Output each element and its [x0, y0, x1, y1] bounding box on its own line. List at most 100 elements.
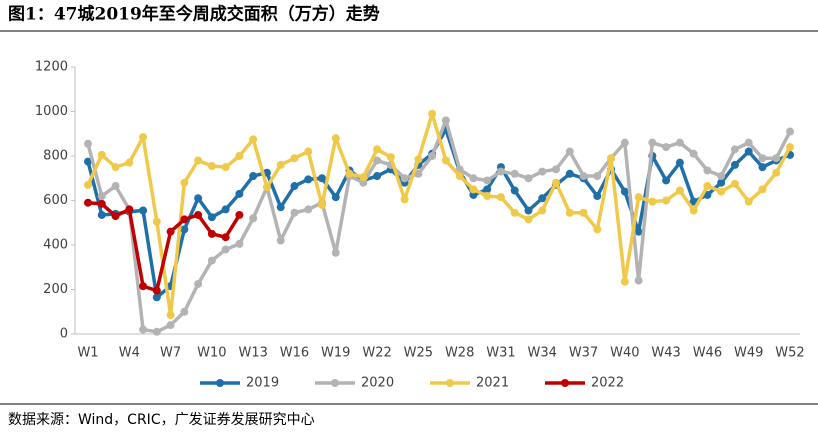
- point: [744, 138, 753, 147]
- point: [648, 197, 657, 206]
- point: [552, 178, 560, 187]
- x-tick-label: W1: [77, 346, 98, 361]
- point: [180, 215, 189, 224]
- point: [373, 172, 382, 181]
- point: [84, 180, 92, 189]
- point: [730, 145, 739, 154]
- point: [290, 208, 299, 217]
- point: [180, 178, 189, 187]
- legend-marker: [331, 379, 339, 387]
- point: [552, 165, 560, 174]
- point: [579, 172, 588, 181]
- point: [607, 154, 616, 163]
- point: [221, 205, 230, 214]
- x-tick-label: W13: [238, 346, 267, 361]
- point: [166, 321, 175, 330]
- point: [469, 190, 478, 199]
- point: [97, 150, 106, 159]
- point: [703, 182, 712, 191]
- point: [662, 176, 671, 185]
- point: [276, 160, 285, 169]
- point: [758, 154, 767, 163]
- point: [194, 194, 203, 203]
- point: [166, 311, 175, 320]
- point: [524, 206, 533, 215]
- legend-label: 2019: [246, 376, 279, 391]
- point: [207, 229, 216, 238]
- point: [579, 208, 588, 217]
- point: [125, 158, 134, 167]
- point: [428, 152, 437, 160]
- point: [744, 197, 753, 206]
- x-tick-label: W19: [321, 346, 350, 361]
- legend-label: 2022: [591, 376, 624, 391]
- point: [496, 167, 505, 176]
- point: [345, 169, 354, 178]
- point: [139, 325, 148, 334]
- x-tick-label: W37: [569, 346, 598, 361]
- point: [786, 127, 794, 136]
- point: [276, 236, 285, 245]
- point: [744, 147, 753, 156]
- point: [758, 185, 767, 194]
- point: [538, 194, 547, 203]
- point: [359, 178, 368, 187]
- point: [139, 206, 148, 215]
- point: [235, 210, 244, 219]
- y-tick-label: 400: [43, 238, 68, 253]
- point: [207, 256, 216, 265]
- point: [180, 307, 189, 316]
- x-tick-label: W40: [610, 346, 639, 361]
- x-tick-label: W28: [445, 346, 474, 361]
- source: 数据来源：Wind，CRIC，广发证券发展研究中心: [8, 412, 315, 428]
- point: [207, 213, 216, 222]
- point: [111, 212, 120, 221]
- x-tick-label: W7: [160, 346, 181, 361]
- point: [194, 156, 203, 165]
- point: [675, 186, 684, 195]
- point: [97, 199, 106, 208]
- point: [152, 293, 161, 302]
- point: [510, 208, 519, 217]
- point: [483, 192, 492, 201]
- point: [139, 133, 148, 142]
- x-tick-label: W31: [486, 346, 515, 361]
- point: [510, 186, 519, 195]
- point: [634, 227, 643, 236]
- point: [194, 210, 203, 219]
- point: [689, 149, 698, 158]
- series-line: [86, 118, 792, 334]
- point: [428, 109, 437, 118]
- point: [483, 176, 492, 185]
- point: [304, 147, 313, 156]
- point: [304, 205, 313, 214]
- point: [620, 187, 629, 196]
- point: [386, 153, 395, 162]
- y-tick-label: 1200: [35, 60, 68, 75]
- point: [318, 174, 326, 183]
- point: [717, 178, 726, 187]
- point: [730, 160, 739, 169]
- y-tick-label: 800: [43, 149, 68, 164]
- point: [111, 182, 120, 191]
- point: [166, 227, 175, 236]
- chart-title: 图1：47城2019年至今周成交面积（万方）走势: [8, 4, 380, 25]
- point: [221, 233, 230, 242]
- point: [84, 198, 92, 207]
- point: [730, 179, 739, 188]
- point: [634, 276, 643, 285]
- y-tick-label: 200: [43, 282, 68, 297]
- legend-marker: [561, 379, 569, 387]
- point: [97, 192, 106, 201]
- point: [455, 172, 464, 181]
- point: [235, 189, 244, 198]
- point: [634, 193, 643, 202]
- legend-marker: [216, 379, 224, 387]
- y-tick-label: 0: [60, 327, 68, 342]
- x-tick-label: W16: [280, 346, 309, 361]
- point: [276, 203, 285, 212]
- point: [758, 163, 767, 172]
- point: [593, 225, 602, 234]
- point: [772, 154, 781, 163]
